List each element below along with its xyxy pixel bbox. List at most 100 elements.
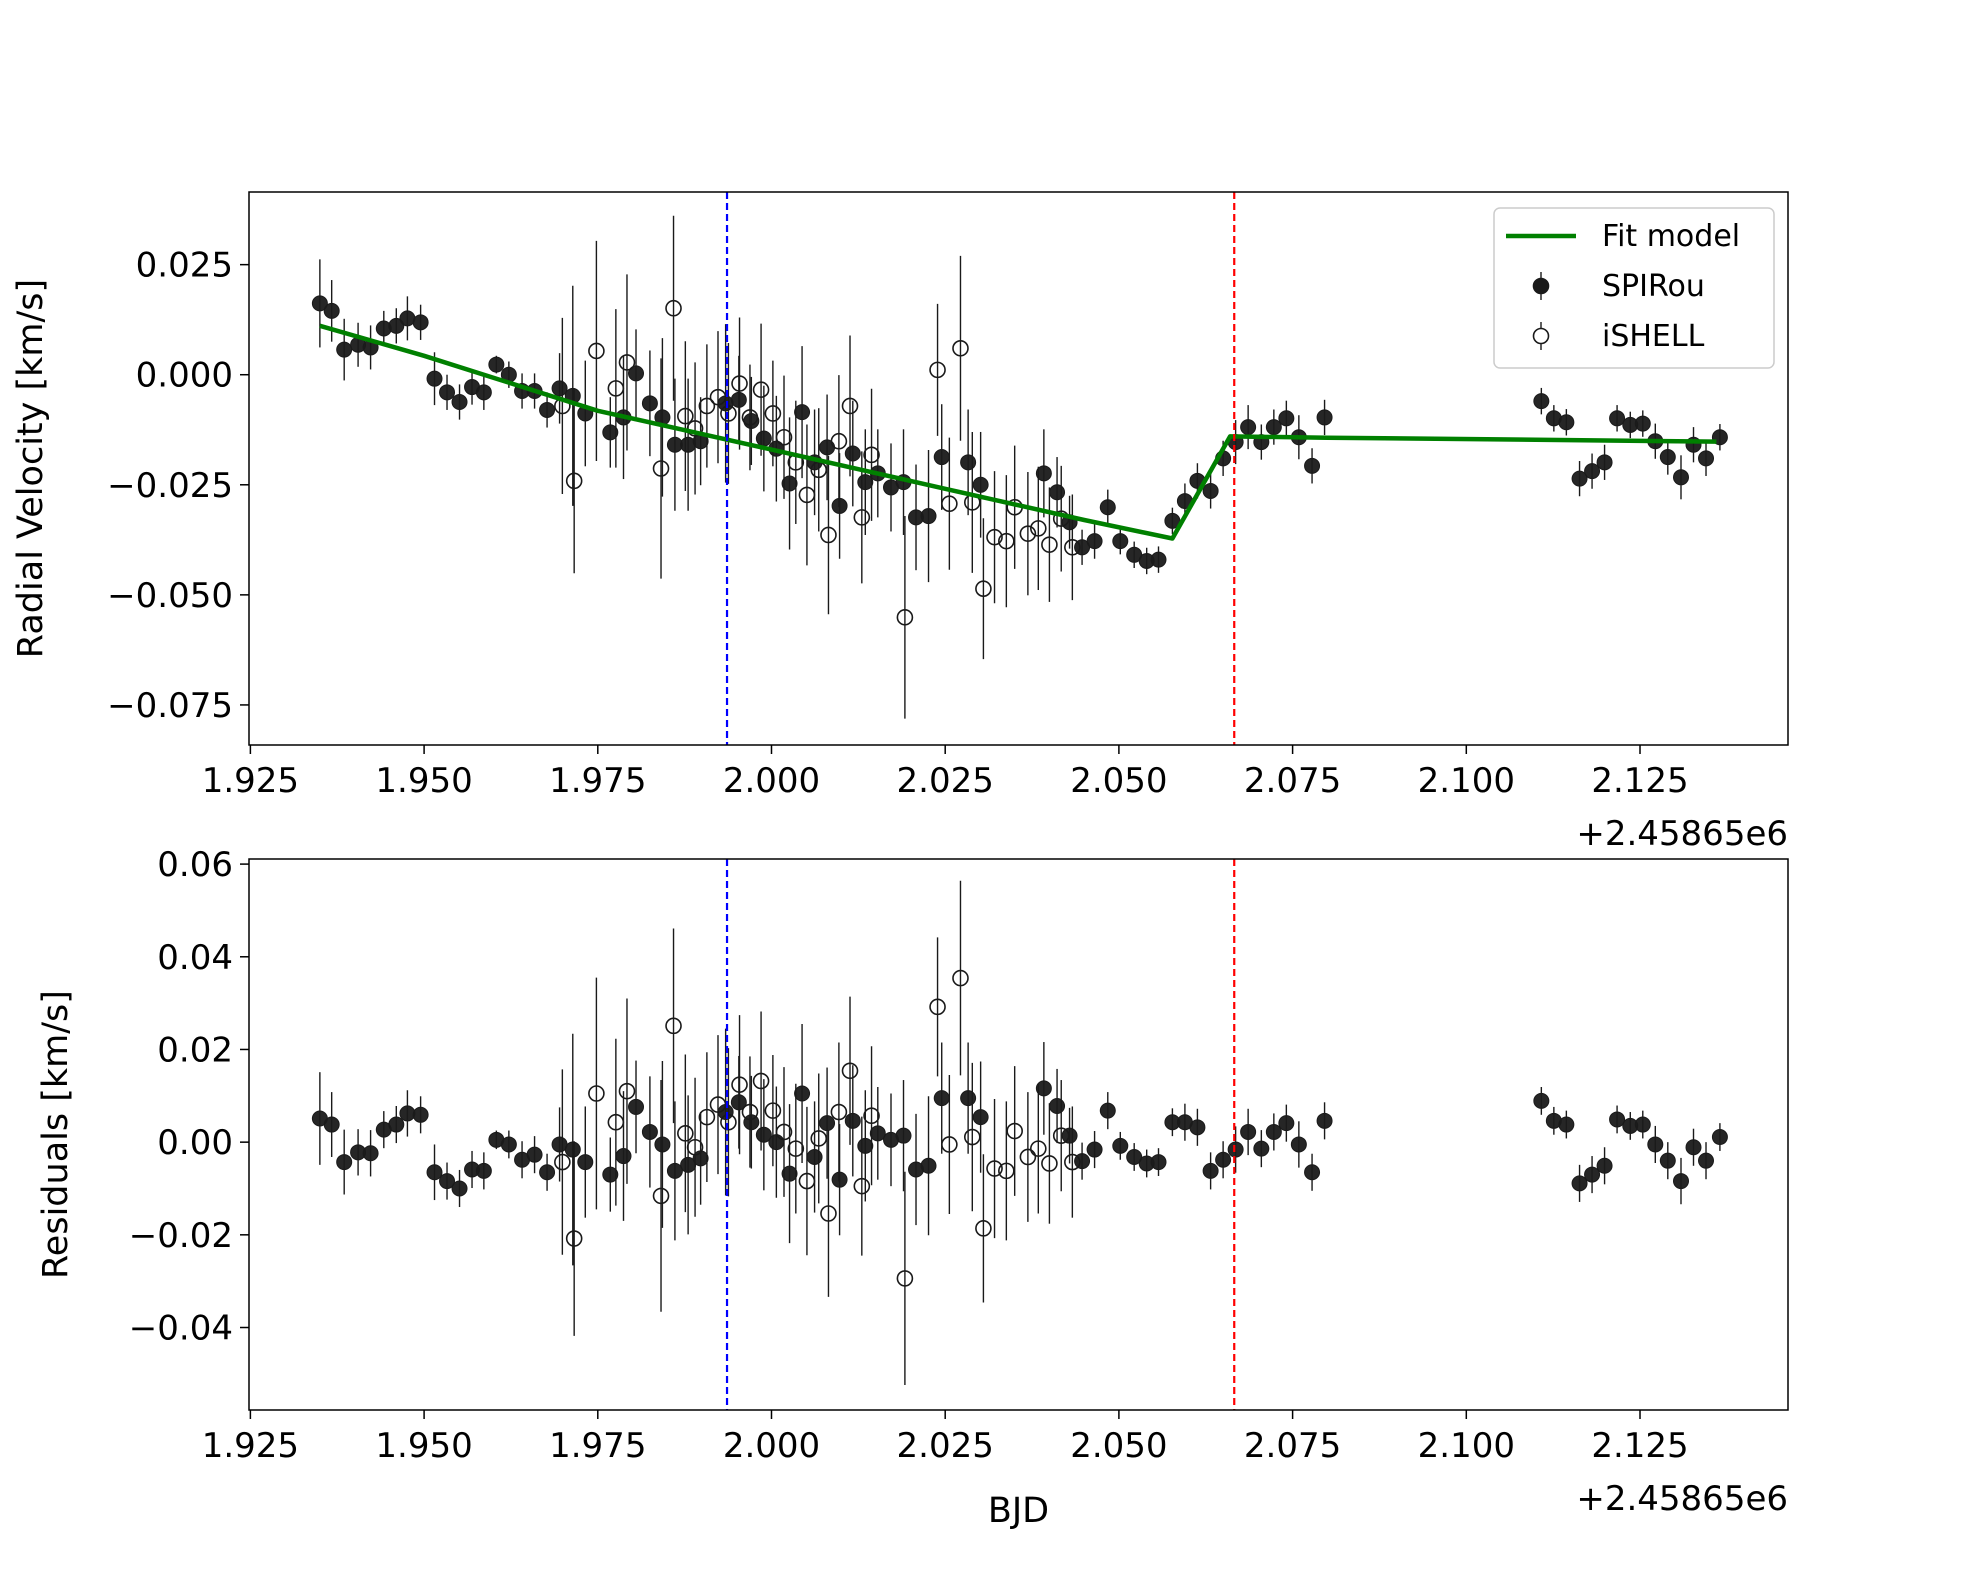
- data-point: [841, 1062, 859, 1080]
- x-tick-label: 1.925: [202, 1426, 299, 1466]
- x-tick-label: 2.000: [723, 1426, 820, 1466]
- data-point: [1030, 520, 1047, 537]
- data-point: [895, 1127, 912, 1144]
- data-point: [1030, 1140, 1047, 1157]
- data-point: [960, 1090, 977, 1107]
- data-point: [565, 1230, 583, 1247]
- legend-swatch: [1532, 277, 1550, 295]
- data-point: [794, 1085, 811, 1102]
- data-point: [641, 395, 658, 412]
- data-point: [677, 1125, 694, 1142]
- data-point: [820, 1205, 837, 1222]
- data-point: [1253, 1140, 1270, 1157]
- data-point: [1035, 1080, 1052, 1097]
- data-point: [615, 1148, 632, 1165]
- data-point: [641, 1123, 658, 1140]
- data-point: [426, 1164, 443, 1181]
- data-point: [1596, 454, 1613, 471]
- data-point: [488, 356, 505, 373]
- data-point: [820, 526, 837, 544]
- data-point: [1558, 1116, 1575, 1133]
- data-point: [686, 1138, 704, 1156]
- data-point: [896, 1270, 914, 1287]
- data-point: [709, 388, 727, 406]
- data-point: [810, 1130, 828, 1147]
- x-tick-label: 2.100: [1418, 761, 1515, 801]
- data-point: [399, 310, 416, 327]
- data-point: [539, 401, 556, 418]
- data-point: [628, 365, 645, 382]
- data-point: [830, 1103, 848, 1121]
- data-point: [618, 1082, 636, 1100]
- data-point: [336, 1154, 353, 1171]
- data-point: [986, 1160, 1003, 1177]
- data-point: [399, 1105, 416, 1122]
- data-point: [755, 430, 772, 447]
- data-point: [853, 1177, 871, 1195]
- data-point: [975, 580, 992, 597]
- data-point: [311, 295, 328, 312]
- x-axis-label: BJD: [988, 1491, 1049, 1531]
- x-tick-label: 2.100: [1418, 1426, 1515, 1466]
- data-point: [475, 1162, 492, 1179]
- data-point: [451, 394, 468, 411]
- data-point: [1304, 1164, 1321, 1181]
- data-point: [1265, 419, 1282, 436]
- data-point: [775, 428, 793, 446]
- data-point: [752, 1072, 770, 1090]
- data-point: [787, 1140, 805, 1157]
- data-point: [752, 381, 770, 398]
- axes-frame: [248, 191, 1789, 746]
- data-point: [1061, 1127, 1078, 1144]
- data-point: [768, 1134, 785, 1151]
- data-point: [1240, 419, 1257, 436]
- data-point: [439, 1173, 456, 1190]
- data-point: [929, 361, 946, 379]
- data-point: [412, 314, 429, 331]
- x-tick-label: 2.050: [1070, 1426, 1167, 1466]
- data-point: [1659, 1152, 1676, 1169]
- x-offset-label: +2.45865e6: [1576, 814, 1788, 854]
- x-tick-label: 1.925: [202, 761, 299, 801]
- y-tick-label: −0.02: [129, 1216, 233, 1256]
- data-point: [665, 1017, 682, 1035]
- data-point: [819, 1115, 836, 1132]
- data-point: [564, 1141, 581, 1158]
- data-point: [1099, 499, 1116, 516]
- data-point: [618, 354, 636, 371]
- data-point: [451, 1180, 468, 1197]
- y-tick-label: 0.00: [157, 1123, 233, 1163]
- y-tick-label: 0.025: [136, 246, 233, 286]
- data-point: [1584, 463, 1601, 480]
- data-point: [607, 1113, 625, 1131]
- data-point: [577, 1154, 594, 1171]
- data-point: [426, 370, 443, 387]
- data-point: [998, 1162, 1015, 1180]
- data-point: [1533, 1092, 1550, 1109]
- x-tick-label: 2.125: [1591, 1426, 1688, 1466]
- model-line: [319, 323, 1717, 541]
- data-point: [1647, 1136, 1664, 1153]
- data-point: [952, 340, 969, 357]
- data-point: [323, 1116, 340, 1133]
- data-point: [1584, 1166, 1601, 1183]
- legend-label: iSHELL: [1602, 319, 1705, 354]
- legend-box: [1493, 207, 1775, 369]
- data-point: [1035, 465, 1052, 482]
- data-point: [1711, 1129, 1728, 1146]
- data-point: [686, 420, 704, 437]
- data-point: [963, 1128, 981, 1146]
- data-point: [336, 341, 353, 358]
- data-point: [500, 1136, 517, 1153]
- data-point: [588, 1085, 605, 1102]
- data-point: [975, 1220, 992, 1237]
- x-tick-label: 2.125: [1591, 761, 1688, 801]
- legend-label: SPIRou: [1602, 269, 1705, 304]
- data-point: [775, 1123, 793, 1141]
- data-point: [863, 446, 880, 464]
- y-tick-label: 0.02: [157, 1030, 233, 1070]
- x-offset-label: +2.45865e6: [1576, 1479, 1788, 1519]
- data-point: [764, 1102, 782, 1119]
